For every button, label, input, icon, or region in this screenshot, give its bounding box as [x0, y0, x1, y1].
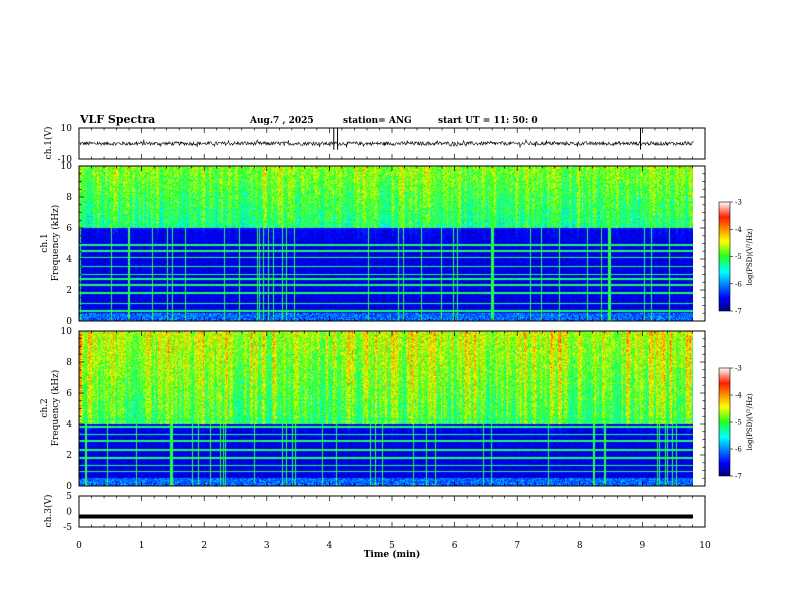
x-axis: 0 1 2 3 4 5 6 7 8 9 10 [76, 128, 711, 551]
x-tick-label: 6 [452, 541, 458, 551]
x-tick-label: 9 [640, 541, 646, 551]
x-tick-label: 10 [699, 541, 711, 551]
x-axis-label: Time (min) [364, 549, 421, 560]
y-tick-label: 5 [66, 492, 72, 502]
colorbar-tick-label: -3 [735, 199, 742, 207]
x-tick-label: 5 [389, 541, 395, 551]
y-tick-label: 0 [66, 317, 72, 327]
ch2-spectrogram-panel: 0 2 4 6 8 10 ch.2 Frequency (kHz) [40, 327, 706, 492]
ch1-colorbar-label: log(PSD)(V²/Hz) [746, 228, 754, 285]
y-tick-label: 0 [66, 482, 72, 492]
ch1-ylabel: ch.1(V) [43, 127, 54, 160]
ch3-waveform-panel: 5 0 -5 ch.3(V) [43, 492, 706, 533]
colorbar-tick-label: -7 [735, 308, 742, 316]
ch2-spectrogram-image [79, 331, 693, 486]
x-tick-label: 4 [327, 541, 333, 551]
x-tick-label: 8 [577, 541, 583, 551]
y-tick-label: 8 [66, 358, 72, 368]
ch1-spectrogram-image [79, 166, 693, 321]
y-tick-label: 4 [66, 255, 72, 265]
colorbar-tick-label: -5 [735, 253, 742, 261]
ch1-spectrogram-panel: 0 2 4 6 8 10 ch.1 Frequency (kHz) [40, 162, 706, 327]
y-tick-label: 8 [66, 193, 72, 203]
x-tick-label: 3 [264, 541, 270, 551]
colorbar-tick-label: -6 [735, 280, 742, 288]
ch2-colorbar: -3 -4 -5 -6 -7 log(PSD)(V²/Hz) [718, 365, 754, 481]
x-tick-label: 2 [201, 541, 207, 551]
start-ut-label: start UT = 11: 50: 0 [438, 116, 538, 126]
chart-title: VLF Spectra [79, 113, 155, 126]
y-tick-label: 0 [66, 508, 72, 518]
x-tick-label: 0 [76, 541, 82, 551]
y-tick-label: 10 [61, 162, 73, 172]
ch1-colorbar: -3 -4 -5 -6 -7 log(PSD)(V²/Hz) [718, 199, 754, 316]
colorbar-tick-label: -6 [735, 446, 742, 454]
colorbar-tick-label: -7 [735, 473, 742, 481]
ch1-ytick-top: 10 [61, 124, 73, 134]
ch1-ytick-bottom: -10 [58, 155, 73, 165]
ch1-spectrogram-ylabel-2: Frequency (kHz) [50, 205, 61, 282]
y-tick-label: 6 [66, 224, 72, 234]
y-tick-label: -5 [63, 523, 72, 533]
y-tick-label: 4 [66, 420, 72, 430]
date-label: Aug.7 , 2025 [249, 116, 314, 126]
y-tick-label: 2 [66, 286, 72, 296]
ch1-waveform-panel: 10 -10 ch.1(V) [43, 124, 706, 165]
ch3-ylabel: ch.3(V) [43, 495, 54, 528]
ch2-colorbar-label: log(PSD)(V²/Hz) [746, 393, 754, 450]
colorbar-tick-label: -5 [735, 419, 742, 427]
station-label: station= ANG [343, 116, 412, 126]
ch2-colorbar-gradient [718, 367, 731, 477]
ch1-waveform-line [78, 139, 694, 148]
ch2-spectrogram-ylabel-2: Frequency (kHz) [50, 370, 61, 447]
colorbar-tick-label: -3 [735, 365, 742, 373]
ch1-spikes [333, 128, 642, 150]
y-tick-label: 6 [66, 389, 72, 399]
ch1-colorbar-gradient [718, 201, 731, 312]
y-tick-label: 10 [61, 327, 73, 337]
colorbar-tick-label: -4 [735, 226, 742, 234]
colorbar-tick-label: -4 [735, 392, 742, 400]
ch1-spectrogram-ylabel-1: ch.1 [40, 233, 50, 252]
x-tick-label: 1 [139, 541, 145, 551]
ch2-spectrogram-ylabel-1: ch.2 [40, 398, 50, 417]
y-tick-label: 2 [66, 451, 72, 461]
x-tick-label: 7 [514, 541, 520, 551]
